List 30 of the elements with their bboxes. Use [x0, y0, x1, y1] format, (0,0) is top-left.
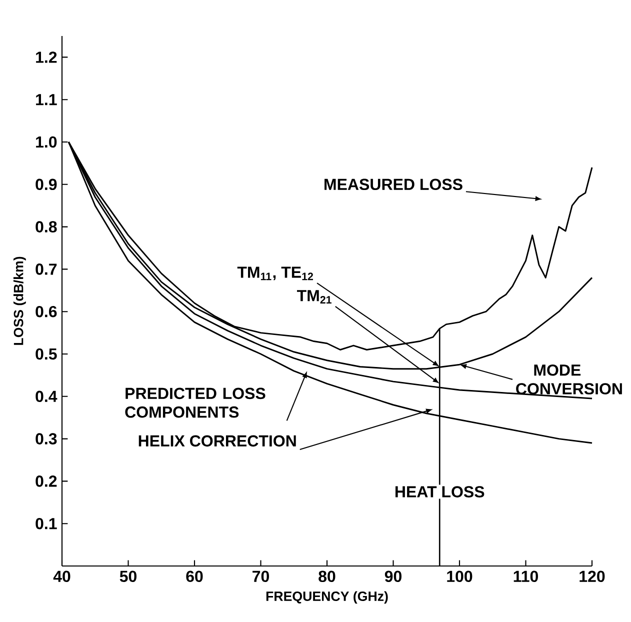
y-tick-label: 0.3 [36, 433, 57, 444]
x-tick-label: 100 [447, 570, 472, 582]
x-tick-label: 110 [514, 570, 538, 582]
x-tick-label: 90 [384, 570, 402, 582]
y-tick-label: 0.8 [36, 221, 57, 232]
x-tick-label: 120 [580, 570, 605, 582]
y-tick-label: 0.6 [36, 306, 57, 318]
y-tick-label: 0.1 [36, 518, 57, 530]
y-tick-label: 1.1 [36, 94, 57, 106]
x-tick-label: 60 [186, 570, 203, 582]
annotation: TM$_{21}$ [297, 290, 332, 304]
y-tick-label: 0.5 [36, 348, 57, 360]
y-tick-label: 0.4 [36, 390, 58, 402]
y-tick-label: 1.2 [36, 52, 57, 63]
y-tick-label: 0.7 [36, 264, 57, 275]
y-axis-title: LOSS (dB/km) [13, 256, 26, 345]
x-tick-label: 70 [252, 570, 269, 582]
annotation: HELIX CORRECTION [138, 435, 296, 447]
x-tick-label: 40 [53, 570, 70, 582]
x-tick-label: 80 [318, 570, 336, 582]
y-tick-label: 0.9 [36, 178, 57, 190]
y-tick-label: 0.2 [36, 476, 57, 487]
x-tick-label: 50 [120, 570, 136, 582]
ref-line-label: HEAT LOSS [396, 486, 484, 498]
y-tick-label: 1.0 [36, 136, 57, 148]
x-axis-title: FREQUENCY (GHz) [266, 591, 388, 604]
annotation: MODE CONVERSION [516, 364, 622, 394]
annotation: MEASURED LOSS [324, 178, 462, 190]
annotation: PREDICTED LOSS COMPONENTS [125, 388, 266, 418]
annotation: TM$_{11}$, TE$_{12}$ [237, 266, 313, 280]
